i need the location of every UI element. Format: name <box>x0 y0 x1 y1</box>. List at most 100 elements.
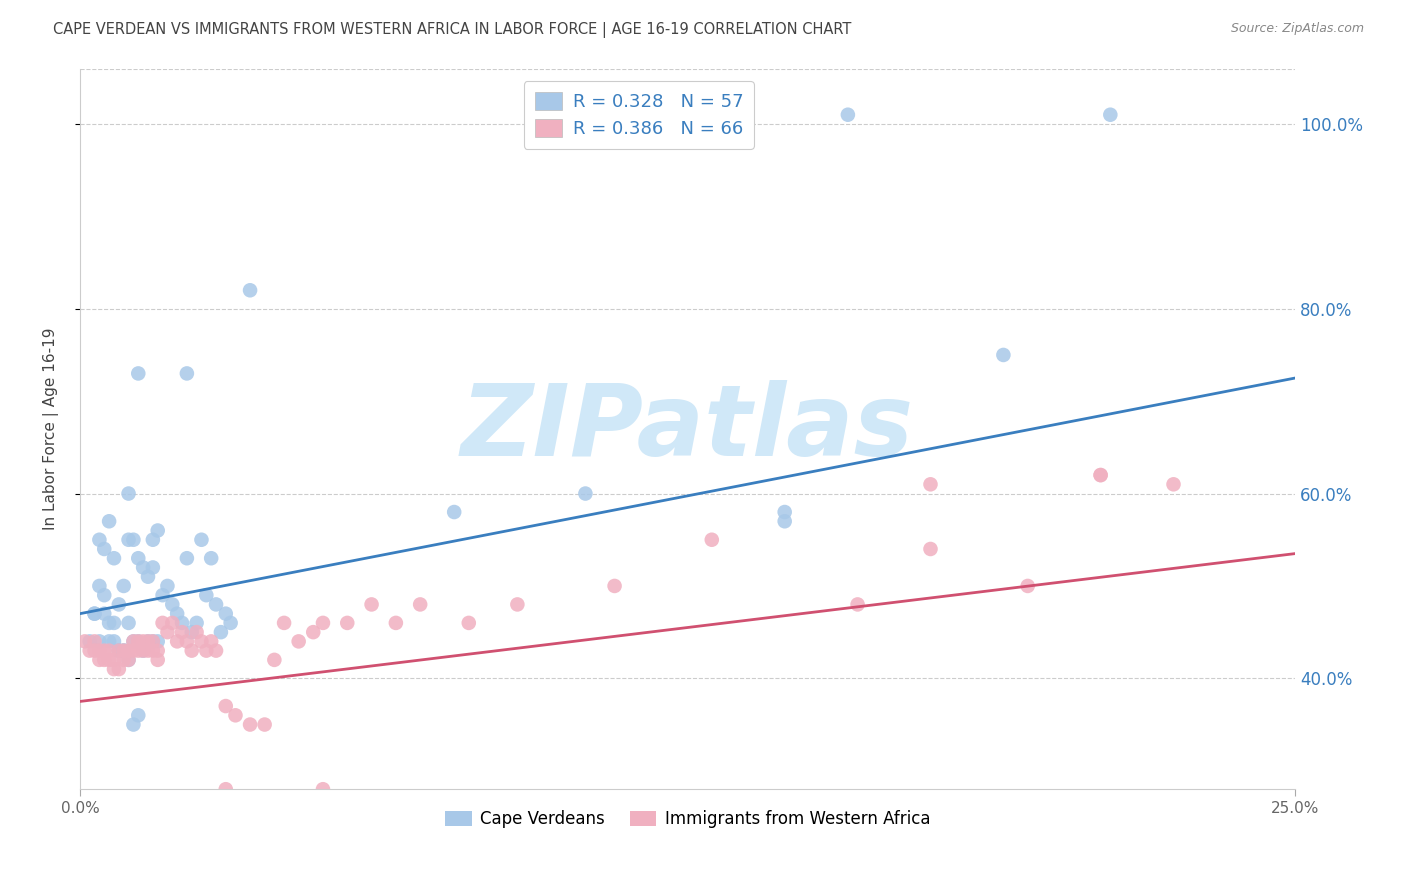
Point <box>205 643 228 657</box>
Point <box>93 653 115 667</box>
Point <box>127 551 149 566</box>
Point <box>162 615 184 630</box>
Point <box>122 634 145 648</box>
Point <box>98 514 121 528</box>
Point <box>112 643 135 657</box>
Point <box>574 486 596 500</box>
Point <box>98 643 121 657</box>
Point <box>136 634 159 648</box>
Point <box>773 505 796 519</box>
Point <box>1090 468 1112 483</box>
Point <box>103 653 125 667</box>
Point <box>385 615 408 630</box>
Point <box>180 643 202 657</box>
Point <box>195 588 218 602</box>
Point <box>122 643 145 657</box>
Point <box>700 533 723 547</box>
Point <box>457 615 479 630</box>
Point <box>312 615 335 630</box>
Point <box>200 551 222 566</box>
Point <box>117 653 139 667</box>
Point <box>132 560 155 574</box>
Point <box>1099 108 1122 122</box>
Point <box>89 643 111 657</box>
Point <box>273 615 295 630</box>
Point <box>837 108 859 122</box>
Point <box>142 560 165 574</box>
Point <box>103 634 125 648</box>
Point <box>186 615 208 630</box>
Point <box>127 643 149 657</box>
Point <box>215 607 238 621</box>
Point <box>73 634 96 648</box>
Point <box>89 653 111 667</box>
Point <box>152 588 174 602</box>
Point <box>219 615 242 630</box>
Point <box>117 533 139 547</box>
Point <box>302 625 325 640</box>
Point <box>152 615 174 630</box>
Point <box>176 367 198 381</box>
Point <box>127 634 149 648</box>
Point <box>93 541 115 556</box>
Point <box>112 643 135 657</box>
Point <box>1090 468 1112 483</box>
Point <box>846 598 869 612</box>
Point <box>993 348 1015 362</box>
Point <box>239 717 262 731</box>
Legend: Cape Verdeans, Immigrants from Western Africa: Cape Verdeans, Immigrants from Western A… <box>439 804 936 835</box>
Point <box>170 615 193 630</box>
Point <box>1017 579 1039 593</box>
Point <box>920 541 942 556</box>
Point <box>122 533 145 547</box>
Point <box>83 643 105 657</box>
Point <box>287 634 309 648</box>
Point <box>98 653 121 667</box>
Point <box>127 367 149 381</box>
Point <box>122 634 145 648</box>
Y-axis label: In Labor Force | Age 16-19: In Labor Force | Age 16-19 <box>44 327 59 530</box>
Point <box>117 486 139 500</box>
Point <box>117 615 139 630</box>
Point <box>920 477 942 491</box>
Point <box>190 634 212 648</box>
Point <box>117 643 139 657</box>
Point <box>142 643 165 657</box>
Point <box>156 625 179 640</box>
Point <box>117 653 139 667</box>
Point <box>93 643 115 657</box>
Point <box>108 643 131 657</box>
Point <box>83 607 105 621</box>
Point <box>132 643 155 657</box>
Point <box>93 588 115 602</box>
Point <box>142 533 165 547</box>
Text: CAPE VERDEAN VS IMMIGRANTS FROM WESTERN AFRICA IN LABOR FORCE | AGE 16-19 CORREL: CAPE VERDEAN VS IMMIGRANTS FROM WESTERN … <box>53 22 852 38</box>
Point <box>108 598 131 612</box>
Point <box>170 625 193 640</box>
Point <box>136 643 159 657</box>
Point <box>103 615 125 630</box>
Point <box>190 533 212 547</box>
Point <box>132 634 155 648</box>
Point <box>205 598 228 612</box>
Text: ZIPatlas: ZIPatlas <box>461 380 914 477</box>
Point <box>215 782 238 797</box>
Point <box>336 615 359 630</box>
Point <box>112 643 135 657</box>
Point <box>146 634 169 648</box>
Point <box>176 551 198 566</box>
Point <box>79 634 101 648</box>
Point <box>176 634 198 648</box>
Point <box>239 283 262 297</box>
Point <box>83 607 105 621</box>
Point <box>209 625 232 640</box>
Point <box>79 643 101 657</box>
Point <box>773 514 796 528</box>
Point <box>142 634 165 648</box>
Point <box>180 625 202 640</box>
Point <box>443 505 465 519</box>
Point <box>89 533 111 547</box>
Point <box>603 579 626 593</box>
Point <box>103 551 125 566</box>
Point <box>127 634 149 648</box>
